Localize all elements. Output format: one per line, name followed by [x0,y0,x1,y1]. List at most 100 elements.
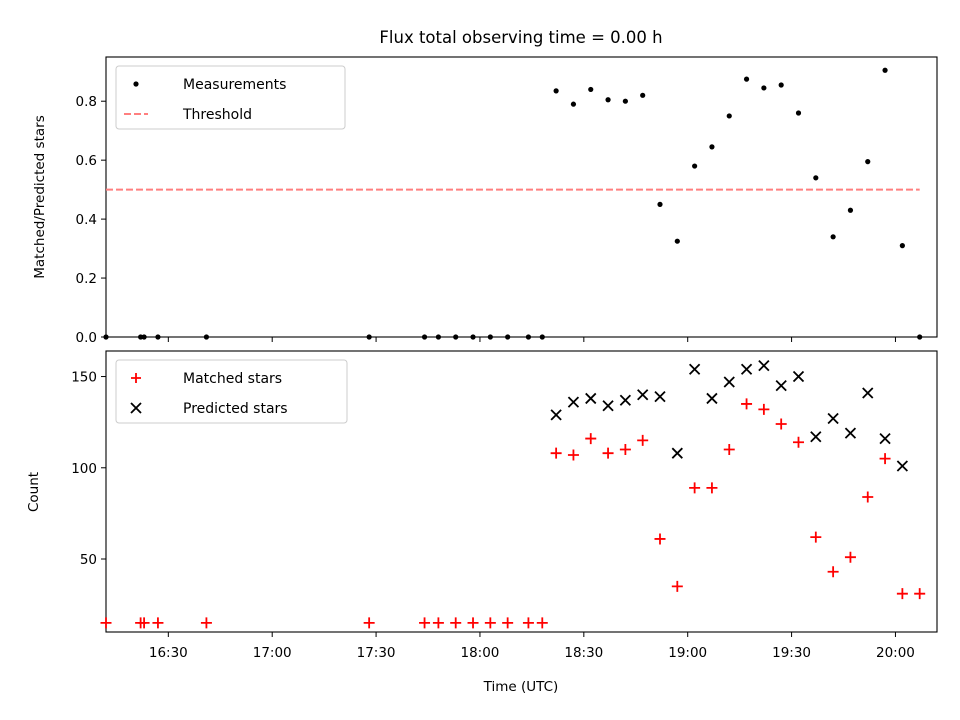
measurement-point [103,334,109,340]
top-y-tick-label: 0.2 [76,271,97,287]
measurement-point [570,101,577,107]
predicted-star-point [827,412,839,425]
legend-label: Threshold [182,107,252,123]
predicted-star-point [723,376,735,388]
predicted-star-point [671,447,683,459]
matched-star-point [200,617,212,629]
measurement-point [778,82,784,88]
matched-star-point [152,617,164,629]
matched-star-point [723,444,735,456]
predicted-star-point [775,380,787,392]
matched-star-point [536,617,548,629]
matched-star-point [862,491,874,503]
bottom-x-tick-label: 17:00 [253,645,292,661]
measurement-point [830,234,836,240]
measurement-point [453,334,459,340]
measurement-point [761,85,767,91]
predicted-star-point [810,431,822,443]
matched-star-point [896,588,908,600]
measurement-point [141,334,147,340]
measurement-point [155,334,161,340]
measurement-point [899,243,905,249]
predicted-star-point [619,394,632,406]
predicted-star-point [585,392,597,405]
predicted-star-point [879,432,891,445]
matched-star-point [793,436,804,448]
matched-star-point [522,617,534,629]
measurement-point [470,334,476,340]
matched-star-point [602,447,614,459]
predicted-star-point [792,370,805,383]
measurement-point [553,88,559,94]
matched-star-point [706,482,718,494]
predicted-star-point [862,387,874,399]
matched-star-point [827,566,839,578]
bottom-x-tick-label: 18:00 [460,645,499,661]
measurement-point [505,334,511,340]
legend-matched-marker [131,373,141,383]
top-y-axis-label: Matched/Predicted stars [32,115,48,278]
predicted-star-point [740,363,753,375]
matched-star-point [467,617,479,629]
bottom-y-axis-label: Count [26,472,42,512]
matched-star-point [363,617,375,629]
bottom-y-tick-label: 100 [71,461,97,477]
measurement-point [743,76,750,82]
legend-predicted-marker [130,402,142,414]
predicted-star-point [550,409,562,421]
measurement-point [487,334,493,340]
measurement-point [605,97,611,103]
matched-star-point [654,533,666,545]
measurement-point [421,334,428,340]
matched-star-point [567,449,579,461]
predicted-star-point [637,389,649,401]
matched-star-point [484,617,496,629]
bottom-legend [115,359,348,424]
legend-label: Predicted stars [183,401,288,417]
matched-star-point [879,453,891,465]
matched-star-point [637,434,649,446]
measurement-point [674,238,680,244]
measurement-point [657,201,663,207]
matched-star-point [432,617,444,629]
predicted-star-point [896,460,909,472]
top-chart-title: Flux total observing time = 0.00 h [379,28,662,47]
legend-measurement-marker [133,81,139,87]
measurement-point [917,334,923,340]
bottom-x-tick-label: 19:30 [772,645,811,661]
bottom-x-tick-label: 19:00 [668,645,707,661]
predicted-star-point [654,390,666,403]
bottom-y-tick-label: 150 [71,370,97,386]
top-y-tick-label: 0.6 [76,153,97,169]
measurement-point [865,159,871,165]
top-legend [115,65,346,130]
matched-star-point [619,444,631,456]
bottom-plot-frame [105,350,938,633]
measurement-point [435,334,441,340]
matched-star-point [810,531,822,543]
measurement-point [588,86,594,93]
predicted-star-point [688,363,701,375]
top-plot-frame [105,56,938,338]
measurement-point [795,110,802,116]
bottom-x-axis-label: Time (UTC) [483,679,559,695]
measurement-point [203,334,210,340]
bottom-x-tick-label: 16:30 [149,645,188,661]
matched-star-point [100,617,112,629]
matched-star-point [914,588,926,600]
matched-star-point [585,433,597,445]
predicted-star-point [844,427,857,439]
measurement-point [640,92,646,98]
matched-star-point [689,482,701,494]
top-y-tick-label: 0.4 [76,212,97,228]
bottom-panel: 50 100 150 16:30 17:00 17:30 18:00 18:30 19:00 19… [71,350,938,661]
measurement-point [882,67,888,73]
matched-star-point [844,551,856,563]
measurement-point [366,334,372,340]
top-panel: 0.0 0.2 0.4 0.6 0.8 Measurements Threshold [76,56,938,346]
top-y-tick-label: 0.0 [76,330,97,346]
top-y-tick-label: 0.8 [76,94,97,110]
measurement-point [525,334,532,340]
matched-star-point [550,447,562,459]
